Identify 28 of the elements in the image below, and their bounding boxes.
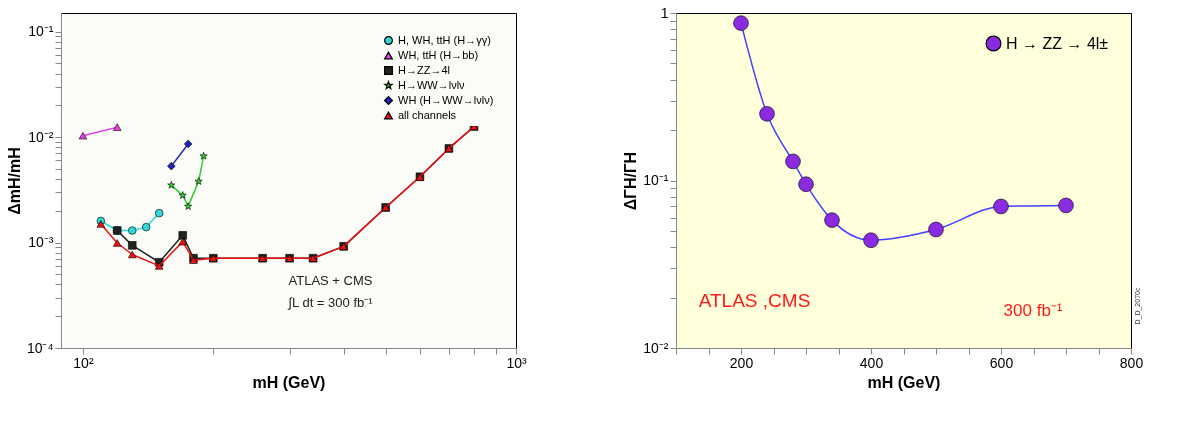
x-tick-label: 600 [989, 354, 1014, 371]
x-tick-label: 800 [1119, 354, 1144, 371]
y-tick-label: 10⁻¹ [643, 172, 669, 188]
y-axis-title: ΔmH/mH [5, 147, 23, 215]
legend-label: H, WH, ttH (H→γγ) [398, 33, 491, 46]
annotation: 300 fb⁻¹ [1003, 301, 1063, 321]
annotation: ∫L dt = 300 fb⁻¹ [287, 294, 374, 310]
legend-label: H→ZZ→4l [398, 63, 450, 76]
x-tick-label: 200 [729, 354, 754, 371]
y-tick-label: 10⁻¹ [28, 23, 54, 40]
legend-label: WH (H→WW→lνlν) [398, 93, 494, 106]
y-axis-title: ΔΓH/ΓH [622, 151, 640, 211]
legend-label: H → ZZ → 4l± [1006, 34, 1109, 52]
y-tick-label: 1 [660, 4, 669, 21]
legend-label: WH, ttH (H→bb) [398, 48, 479, 61]
x-tick-label: 400 [859, 354, 884, 371]
y-tick-label: 10⁻³ [28, 234, 54, 251]
y-tick-label: 10⁻² [643, 339, 669, 356]
legend-label: all channels [398, 108, 457, 121]
x-axis-title: mH (GeV) [867, 373, 941, 391]
legend-label: H→WW→lνlν [398, 78, 466, 91]
y-tick-label: 10⁻² [28, 128, 54, 145]
x-tick-label: 10² [73, 354, 94, 371]
annotation: ATLAS + CMS [288, 273, 373, 288]
annotation: ATLAS ,CMS [698, 290, 811, 312]
y-tick-label: 10⁻⁴ [26, 339, 54, 356]
x-axis-title: mH (GeV) [252, 373, 326, 391]
x-tick-label: 10³ [506, 354, 527, 371]
